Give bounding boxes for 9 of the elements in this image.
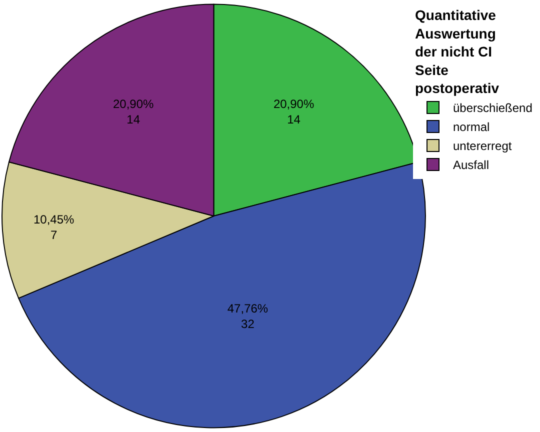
legend-label: untererregt	[453, 139, 512, 154]
legend-label: normal	[453, 120, 490, 134]
data-label: 20,90% 14	[112, 97, 154, 127]
data-label: 20,90% 14	[273, 97, 314, 127]
data-label: 47,76% 32	[227, 302, 268, 332]
data-label: 10,45% 7	[33, 212, 75, 242]
legend-label: überschießend	[453, 101, 532, 116]
legend-label: Ausfall	[453, 158, 490, 172]
legend-title: Quantitative Auswertung der nicht CI Seite postoperativ	[415, 7, 500, 96]
